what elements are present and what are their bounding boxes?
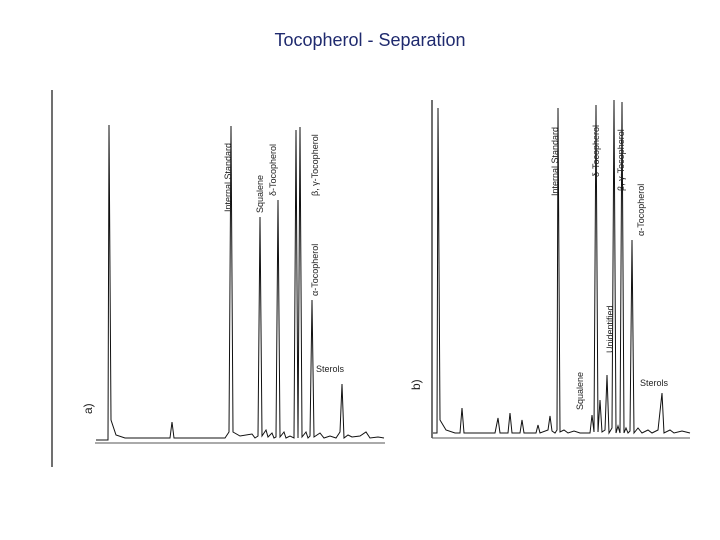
panel-a-peak-label: β, γ-Tocopherol [310,134,320,196]
page-title: Tocopherol - Separation [274,30,466,50]
panel-b-peak-label: Sterols [640,378,669,388]
panel-b-peak-label: Internal Standard [550,127,560,196]
panel-a-label: a) [81,403,95,414]
panel-b-peak-label: β, γ-Tocopherol [616,129,626,191]
panel-a-trace [96,124,385,441]
panel-b-peak-label: Squalene [575,372,585,410]
panel-b-label: b) [409,379,423,390]
panel-a-peak-label: Squalene [255,175,265,213]
panel-b-trace [433,99,691,435]
panel-b-peak-label: Unidentified [605,305,615,353]
panel-a-peak-label: δ-Tocopherol [268,144,278,196]
panel-b-peak-label: α-Tocopherol [636,184,646,236]
panel-a-peak-label: Internal Standard [223,143,233,212]
panel-a-peak-label: Sterols [316,364,345,374]
panel-a-peak-label: α-Tocopherol [310,244,320,296]
panel-b-peak-label: δ-Tocopherol [591,125,601,177]
